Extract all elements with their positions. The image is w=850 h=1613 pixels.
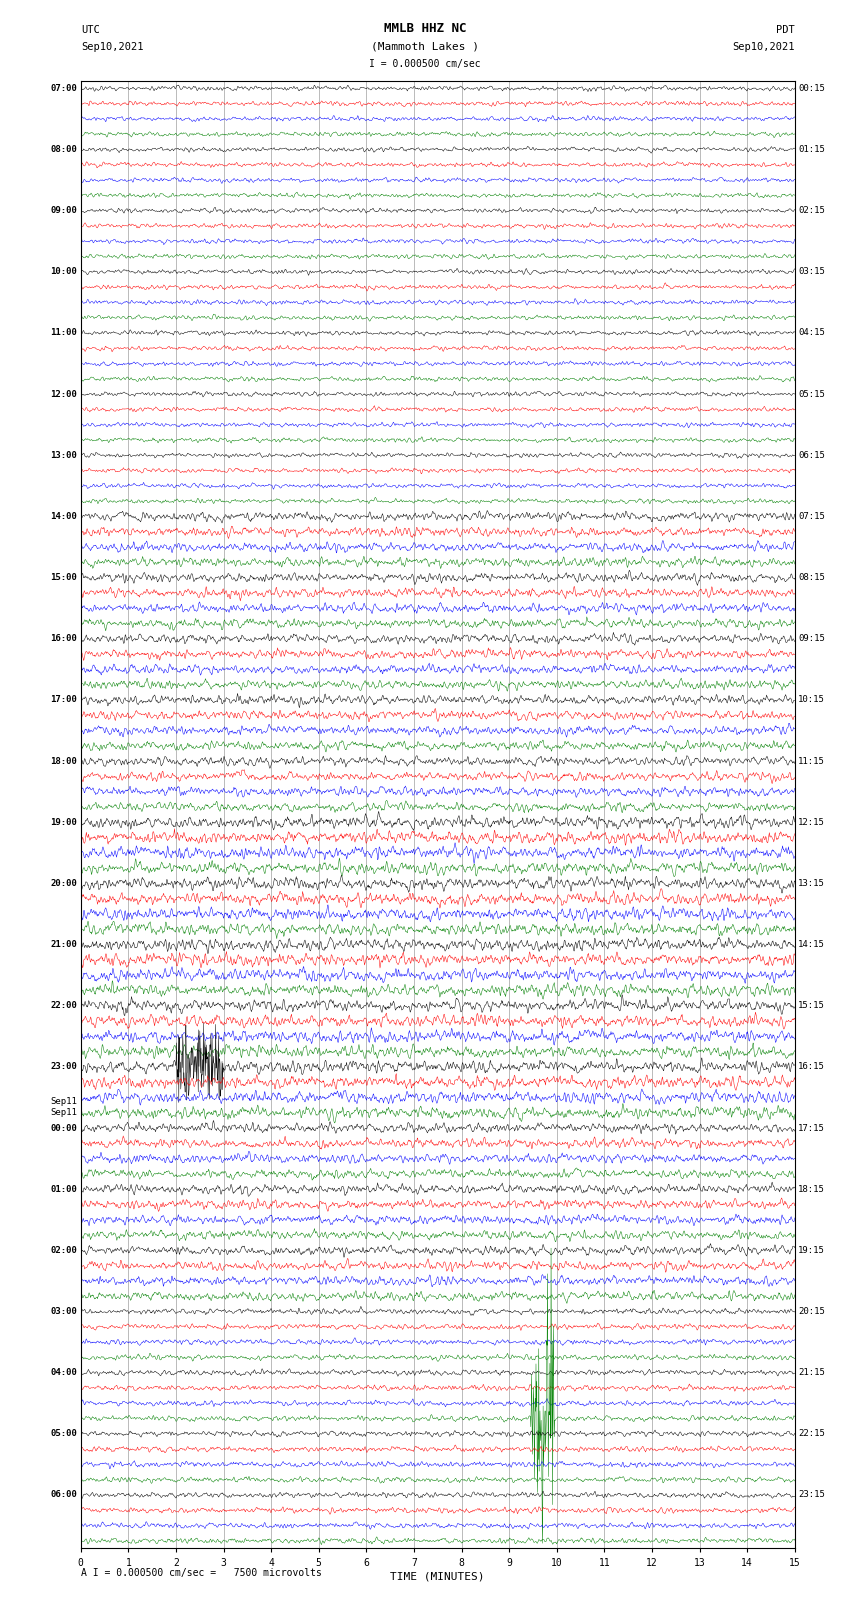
Text: Sep10,2021: Sep10,2021 [732,42,795,52]
X-axis label: TIME (MINUTES): TIME (MINUTES) [390,1571,485,1582]
Text: 16:15: 16:15 [798,1063,825,1071]
Text: 08:00: 08:00 [50,145,77,153]
Text: 23:00: 23:00 [50,1063,77,1071]
Text: 20:15: 20:15 [798,1307,825,1316]
Text: 22:15: 22:15 [798,1429,825,1439]
Text: 17:00: 17:00 [50,695,77,705]
Text: 19:00: 19:00 [50,818,77,827]
Text: 03:15: 03:15 [798,268,825,276]
Text: 06:00: 06:00 [50,1490,77,1500]
Text: 02:15: 02:15 [798,206,825,215]
Text: 18:15: 18:15 [798,1184,825,1194]
Text: MMLB HHZ NC: MMLB HHZ NC [383,23,467,35]
Text: 01:15: 01:15 [798,145,825,153]
Text: (Mammoth Lakes ): (Mammoth Lakes ) [371,42,479,52]
Text: 15:15: 15:15 [798,1002,825,1010]
Text: 16:00: 16:00 [50,634,77,644]
Text: 12:15: 12:15 [798,818,825,827]
Text: I = 0.000500 cm/sec: I = 0.000500 cm/sec [369,60,481,69]
Text: 05:15: 05:15 [798,390,825,398]
Text: 13:15: 13:15 [798,879,825,887]
Text: 11:15: 11:15 [798,756,825,766]
Text: 21:15: 21:15 [798,1368,825,1378]
Text: 05:00: 05:00 [50,1429,77,1439]
Text: 06:15: 06:15 [798,450,825,460]
Text: 07:15: 07:15 [798,511,825,521]
Text: 12:00: 12:00 [50,390,77,398]
Text: 13:00: 13:00 [50,450,77,460]
Text: Sep11: Sep11 [50,1108,77,1118]
Text: 15:00: 15:00 [50,573,77,582]
Text: 17:15: 17:15 [798,1124,825,1132]
Text: 10:00: 10:00 [50,268,77,276]
Text: 09:15: 09:15 [798,634,825,644]
Text: 22:00: 22:00 [50,1002,77,1010]
Text: 14:15: 14:15 [798,940,825,948]
Text: 23:15: 23:15 [798,1490,825,1500]
Text: 18:00: 18:00 [50,756,77,766]
Text: A I = 0.000500 cm/sec =   7500 microvolts: A I = 0.000500 cm/sec = 7500 microvolts [81,1568,321,1578]
Text: PDT: PDT [776,26,795,35]
Text: 00:15: 00:15 [798,84,825,94]
Text: Sep10,2021: Sep10,2021 [81,42,144,52]
Text: 00:00: 00:00 [50,1124,77,1132]
Text: UTC: UTC [81,26,99,35]
Text: 08:15: 08:15 [798,573,825,582]
Text: 01:00: 01:00 [50,1184,77,1194]
Text: 04:15: 04:15 [798,329,825,337]
Text: 02:00: 02:00 [50,1245,77,1255]
Text: 14:00: 14:00 [50,511,77,521]
Text: 21:00: 21:00 [50,940,77,948]
Text: Sep11: Sep11 [50,1097,77,1107]
Text: 10:15: 10:15 [798,695,825,705]
Text: 04:00: 04:00 [50,1368,77,1378]
Text: 09:00: 09:00 [50,206,77,215]
Text: 19:15: 19:15 [798,1245,825,1255]
Text: 20:00: 20:00 [50,879,77,887]
Text: 11:00: 11:00 [50,329,77,337]
Text: 03:00: 03:00 [50,1307,77,1316]
Text: 07:00: 07:00 [50,84,77,94]
